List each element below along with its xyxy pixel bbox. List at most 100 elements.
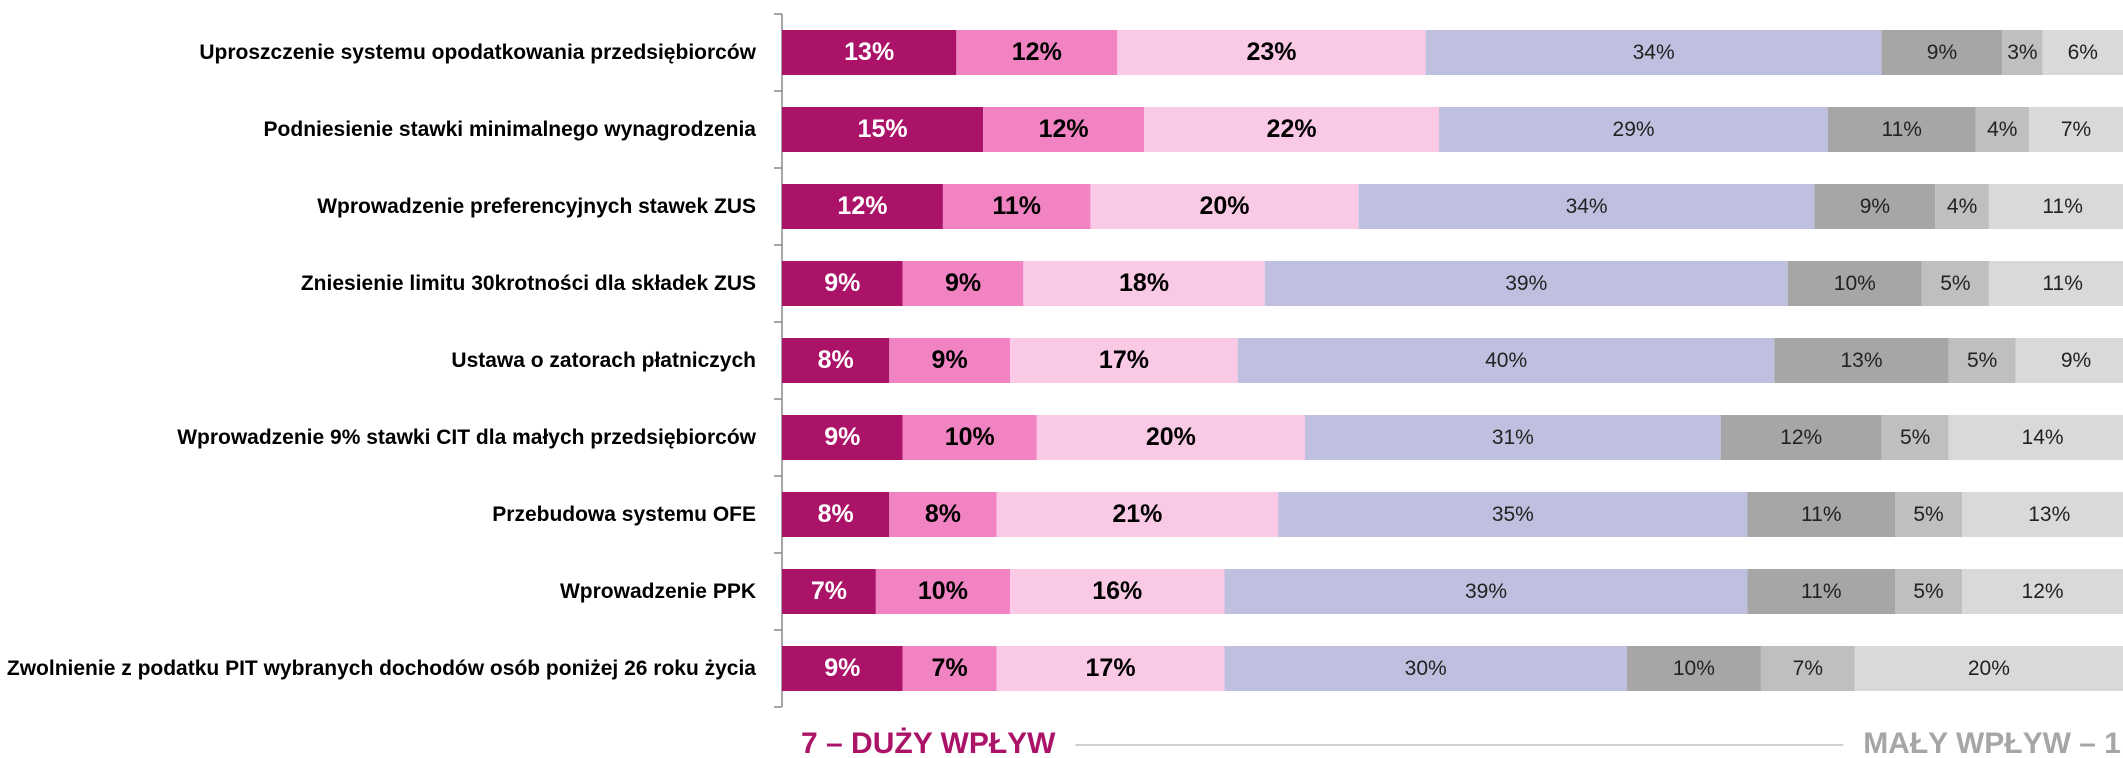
data-label: 30% — [1405, 657, 1447, 680]
bar-segment — [1895, 492, 1963, 537]
data-label: 13% — [1840, 349, 1882, 372]
bar-segment — [889, 338, 1010, 383]
data-label: 22% — [1267, 115, 1317, 143]
data-label: 11% — [1801, 580, 1841, 603]
bar-segment — [1827, 107, 1976, 152]
data-label: 9% — [1927, 41, 1957, 64]
data-label: 12% — [2022, 580, 2064, 603]
data-label: 12% — [1039, 115, 1089, 143]
data-label: 9% — [932, 346, 968, 374]
data-label: 39% — [1505, 272, 1547, 295]
bar-segment — [1425, 30, 1882, 75]
bar-segment — [1975, 107, 2030, 152]
data-label: 14% — [2022, 426, 2064, 449]
data-label: 10% — [918, 577, 968, 605]
bar-segment — [1948, 338, 2016, 383]
bar-segment — [1921, 261, 1989, 306]
data-label: 12% — [837, 192, 887, 220]
bar-segment — [2015, 338, 2123, 383]
bar-segment — [782, 30, 957, 75]
data-label: 13% — [844, 38, 894, 66]
data-label: 8% — [818, 346, 854, 374]
category-label: Wprowadzenie 9% stawki CIT dla małych pr… — [177, 425, 756, 449]
bar-segment — [942, 184, 1091, 229]
bar-segment — [1747, 569, 1896, 614]
data-label: 5% — [1900, 426, 1930, 449]
bar-segment — [782, 338, 890, 383]
bar-segment — [1747, 492, 1896, 537]
data-label: 5% — [1913, 580, 1943, 603]
data-label: 12% — [1012, 38, 1062, 66]
data-label: 31% — [1492, 426, 1534, 449]
data-label: 39% — [1465, 580, 1507, 603]
bar-segment — [902, 415, 1037, 460]
bar-segment — [1760, 646, 1855, 691]
legend-left: 7 – DUŻY WPŁYW — [801, 727, 1056, 758]
bar-segment — [782, 107, 984, 152]
bar-segment — [1237, 338, 1775, 383]
bar-segment — [1988, 261, 2123, 306]
data-label: 21% — [1112, 500, 1162, 528]
bar-segment — [1144, 107, 1440, 152]
data-label: 9% — [824, 654, 860, 682]
bar-segment — [889, 492, 997, 537]
category-label: Zniesienie limitu 30krotności dla składe… — [300, 271, 756, 295]
bar-segment — [1962, 492, 2123, 537]
data-label: 7% — [932, 654, 968, 682]
bar-segment — [782, 184, 943, 229]
bar-segment — [1626, 646, 1761, 691]
bar-segment — [1304, 415, 1721, 460]
data-label: 9% — [945, 269, 981, 297]
bar-segment — [2002, 30, 2043, 75]
category-label: Wprowadzenie PPK — [559, 579, 756, 603]
data-label: 23% — [1246, 38, 1296, 66]
data-label: 17% — [1086, 654, 1136, 682]
legend-right: MAŁY WPŁYW – 1 — [1863, 727, 2121, 758]
data-label: 18% — [1119, 269, 1169, 297]
category-label: Zwolnienie z podatku PIT wybranych docho… — [6, 656, 756, 680]
bar-segment — [1439, 107, 1828, 152]
data-label: 3% — [2007, 41, 2037, 64]
data-label: 11% — [2042, 195, 2082, 218]
bar-segment — [1117, 30, 1426, 75]
bar-segment — [983, 107, 1145, 152]
bar-segment — [1814, 184, 1936, 229]
bar-segment — [782, 415, 903, 460]
bar-segment — [1009, 569, 1225, 614]
bar-segment — [1009, 338, 1238, 383]
bar-segment — [1264, 261, 1788, 306]
bar-segment — [1881, 30, 2003, 75]
bar-segment — [996, 646, 1225, 691]
data-label: 6% — [2068, 41, 2098, 64]
bar-segment — [1935, 184, 1989, 229]
bar-segment — [1948, 415, 2123, 460]
data-label: 12% — [1780, 426, 1822, 449]
bar-segment — [1720, 415, 1882, 460]
bar-segment — [1090, 184, 1359, 229]
bar-segment — [1854, 646, 2123, 691]
data-label: 10% — [945, 423, 995, 451]
data-label: 7% — [811, 577, 847, 605]
data-label: 9% — [2061, 349, 2091, 372]
bar-segment — [2029, 107, 2123, 152]
data-label: 11% — [1801, 503, 1841, 526]
data-label: 7% — [2061, 118, 2091, 141]
data-label: 11% — [992, 192, 1041, 220]
data-label: 20% — [1968, 657, 2010, 680]
bar-segment — [1023, 261, 1265, 306]
data-label: 11% — [2042, 272, 2082, 295]
data-label: 9% — [1860, 195, 1890, 218]
data-label: 10% — [1673, 657, 1715, 680]
bar-segment — [782, 569, 876, 614]
bar-segment — [1774, 338, 1949, 383]
category-label: Podniesienie stawki minimalnego wynagrod… — [263, 117, 756, 141]
bar-segment — [1988, 184, 2123, 229]
bar-segment — [1787, 261, 1922, 306]
data-label: 20% — [1146, 423, 1196, 451]
data-label: 40% — [1485, 349, 1527, 372]
data-label: 34% — [1633, 41, 1675, 64]
bar-segment — [902, 646, 997, 691]
data-label: 16% — [1092, 577, 1142, 605]
category-label: Wprowadzenie preferencyjnych stawek ZUS — [317, 194, 756, 218]
bar-segment — [1881, 415, 1949, 460]
